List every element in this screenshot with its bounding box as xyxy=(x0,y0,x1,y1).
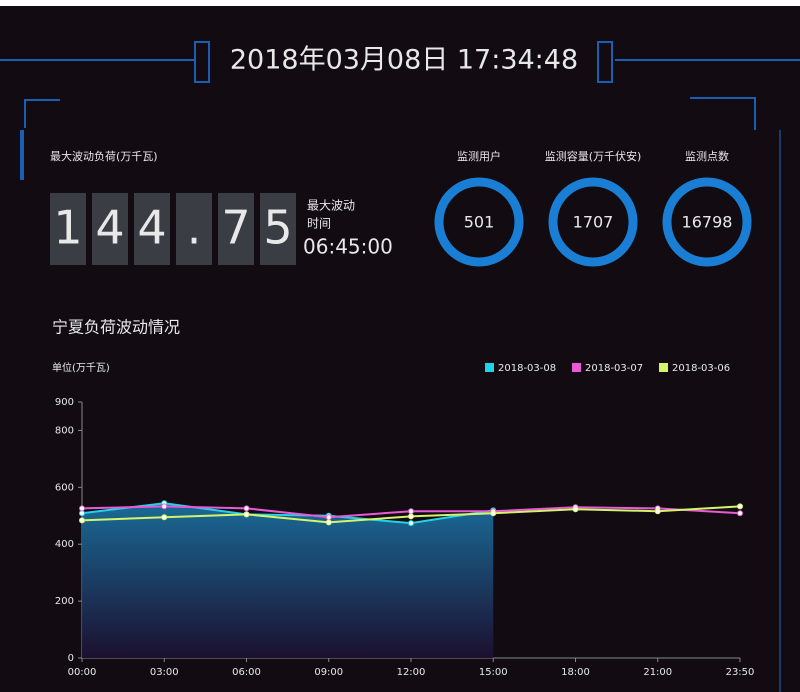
stat-ring xyxy=(434,177,524,267)
digit-box xyxy=(92,193,128,265)
point xyxy=(325,514,332,521)
digit-box xyxy=(260,193,296,265)
point xyxy=(243,505,250,512)
stat-ring xyxy=(548,177,638,267)
stat-label: 监测容量(万千伏安) xyxy=(545,149,642,163)
x-tick-label: 15:00 xyxy=(479,667,508,678)
max-time-label: 时间 xyxy=(307,217,331,231)
point xyxy=(654,508,661,515)
digit-box xyxy=(218,193,254,265)
stat-value: 1707 xyxy=(573,213,614,232)
x-tick-label: 09:00 xyxy=(314,667,343,678)
legend-label: 2018-03-07 xyxy=(585,363,643,374)
point xyxy=(408,513,414,520)
digit: 7 xyxy=(221,201,250,255)
digit-box xyxy=(50,193,86,265)
stat-label: 监测用户 xyxy=(457,149,501,163)
frame xyxy=(0,41,800,692)
point xyxy=(161,514,168,521)
y-tick-label: 400 xyxy=(55,539,74,550)
x-tick-label: 23:50 xyxy=(726,667,755,678)
stat-value: 501 xyxy=(464,213,495,232)
point xyxy=(737,503,743,510)
stat-label: 监测点数 xyxy=(685,150,729,163)
point xyxy=(572,506,579,513)
legend-label: 2018-03-08 xyxy=(498,363,556,374)
digit: . xyxy=(187,201,202,255)
legend-swatch xyxy=(572,363,581,372)
x-tick-label: 18:00 xyxy=(561,667,590,678)
legend-swatch xyxy=(659,363,668,372)
point xyxy=(79,510,85,517)
max-time: 06:45:00 xyxy=(303,235,393,259)
point xyxy=(243,511,250,518)
y-tick-label: 200 xyxy=(55,596,74,607)
digit: 1 xyxy=(53,201,82,255)
x-tick-label: 21:00 xyxy=(643,667,672,678)
y-tick-label: 0 xyxy=(68,653,74,664)
y-tick-label: 600 xyxy=(55,482,74,493)
point xyxy=(408,520,414,527)
y-tick-label: 800 xyxy=(55,425,74,436)
digit: 5 xyxy=(263,201,292,255)
point xyxy=(79,505,85,512)
x-tick-label: 06:00 xyxy=(232,667,261,678)
point xyxy=(737,510,743,517)
x-tick-label: 00:00 xyxy=(68,667,97,678)
stat-value: 16798 xyxy=(682,213,733,232)
digit: 4 xyxy=(137,201,166,255)
datetime: 2018年03月08日 17:34:48 xyxy=(230,45,578,76)
digit: 4 xyxy=(95,201,124,255)
x-tick-label: 12:00 xyxy=(397,667,426,678)
point xyxy=(79,517,85,524)
legend-swatch xyxy=(485,363,494,372)
point xyxy=(490,510,497,517)
area xyxy=(82,503,494,658)
point xyxy=(325,519,332,526)
max-time-label: 最大波动 xyxy=(307,199,355,213)
y-tick-label: 900 xyxy=(55,397,74,408)
point xyxy=(408,508,414,515)
line xyxy=(81,502,494,525)
y-axis-label: 单位(万千瓦) xyxy=(52,361,110,374)
legend-label: 2018-03-06 xyxy=(672,363,730,374)
stat-ring xyxy=(662,177,752,267)
x-tick-label: 03:00 xyxy=(150,667,179,678)
digit-box xyxy=(134,193,170,265)
point xyxy=(161,503,168,510)
digit-box xyxy=(176,193,212,265)
chart-title: 宁夏负荷波动情况 xyxy=(52,318,180,337)
max-load-label: 最大波动负荷(万千瓦) xyxy=(50,149,158,163)
